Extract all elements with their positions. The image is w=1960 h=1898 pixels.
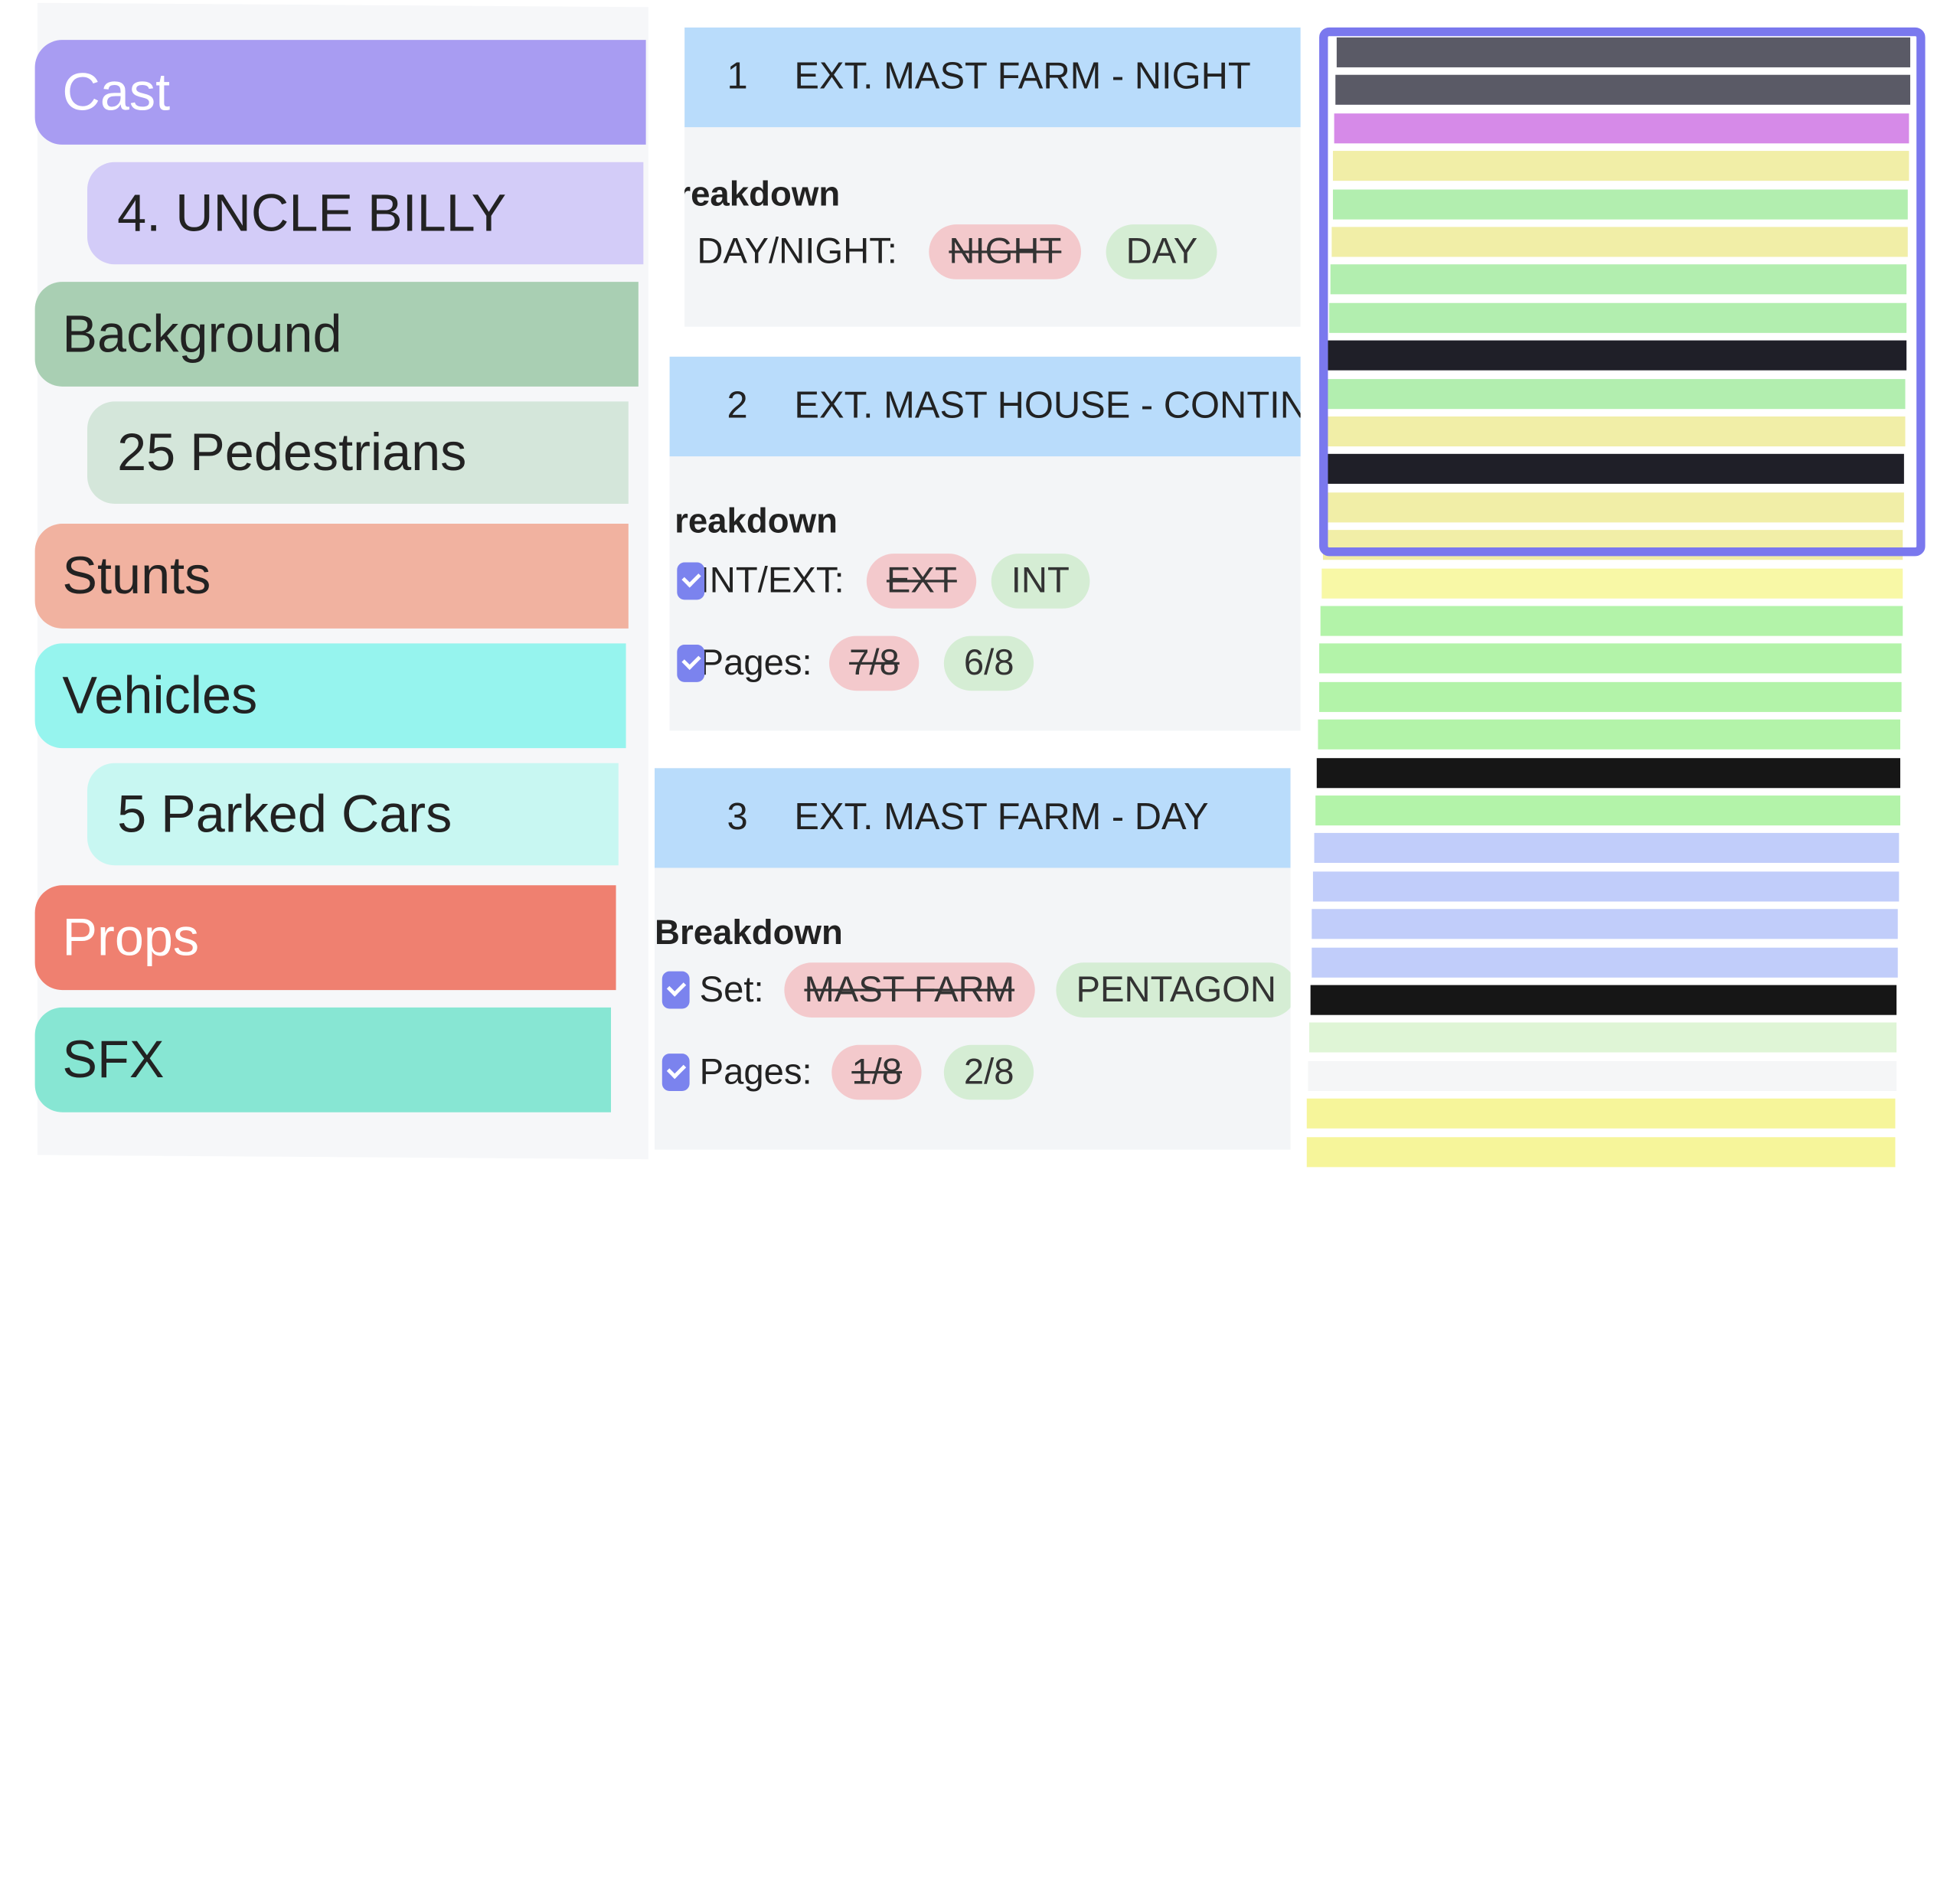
new-value-pill: INT — [991, 554, 1089, 609]
category-background[interactable]: Background — [34, 282, 639, 387]
category-sfx[interactable]: SFX — [34, 1007, 612, 1112]
scene-header[interactable]: 1 EXT. MAST FARM - NIGHT — [684, 27, 1301, 128]
category-item-uncle-billy[interactable]: 4. UNCLE BILLY — [87, 162, 644, 265]
change-row: Pages: 7/8 6/8 — [677, 635, 1034, 691]
new-value-pill: PENTAGON — [1056, 962, 1291, 1018]
category-stunts[interactable]: Stunts — [34, 524, 629, 629]
scene-title: EXT. MAST HOUSE - CONTIN — [794, 385, 1301, 426]
new-value-pill: DAY — [1106, 224, 1218, 279]
schedule-strip[interactable] — [1321, 567, 1903, 599]
schedule-strip[interactable] — [1336, 37, 1911, 67]
category-label: Background — [62, 304, 342, 363]
checkbox-icon[interactable] — [677, 644, 705, 682]
category-label: Vehicles — [62, 665, 258, 725]
category-vehicles[interactable]: Vehicles — [34, 643, 626, 749]
schedule-strip[interactable] — [1324, 492, 1904, 523]
change-label: INT/EXT: — [699, 560, 844, 601]
checkbox-icon[interactable] — [662, 971, 690, 1009]
new-value-pill: 2/8 — [943, 1044, 1034, 1100]
scene-card[interactable]: 1 EXT. MAST FARM - NIGHT reakdown DAY/NI… — [684, 27, 1301, 327]
change-row: Pages: 1/8 2/8 — [662, 1044, 1034, 1100]
category-cast[interactable]: Cast — [34, 40, 646, 145]
category-item-pedestrians[interactable]: 25 Pedestrians — [87, 401, 629, 504]
selected-strips-frame[interactable] — [1319, 27, 1926, 557]
schedule-strip[interactable] — [1316, 757, 1900, 788]
schedule-strip[interactable] — [1331, 227, 1908, 257]
schedule-strip[interactable] — [1330, 264, 1907, 295]
breakdown-title: reakdown — [675, 501, 838, 541]
scene-card[interactable]: 3 EXT. MAST FARM - DAY Breakdown Set: MA… — [655, 768, 1291, 1150]
schedule-strip[interactable] — [1308, 1023, 1896, 1054]
change-label: Pages: — [699, 1052, 812, 1093]
category-item-parked-cars[interactable]: 5 Parked Cars — [87, 763, 619, 866]
scene-title: EXT. MAST FARM - DAY — [794, 796, 1209, 838]
scene-number: 3 — [727, 796, 748, 838]
schedule-strip[interactable] — [1315, 795, 1900, 826]
scene-header[interactable]: 2 EXT. MAST HOUSE - CONTIN — [669, 356, 1301, 457]
schedule-strip[interactable] — [1335, 75, 1910, 106]
schedule-strip[interactable] — [1313, 871, 1899, 902]
schedule-strip[interactable] — [1332, 188, 1909, 219]
schedule-strip[interactable] — [1326, 416, 1906, 447]
schedule-strip[interactable] — [1319, 643, 1902, 675]
breakdown-title: Breakdown — [655, 913, 843, 952]
schedule-strip[interactable] — [1314, 833, 1900, 864]
category-item-label: 25 Pedestrians — [117, 423, 467, 482]
schedule-strip[interactable] — [1312, 909, 1899, 939]
scene-header[interactable]: 3 EXT. MAST FARM - DAY — [655, 768, 1291, 868]
schedule-strip[interactable] — [1327, 378, 1906, 409]
scene-number: 1 — [727, 56, 748, 98]
schedule-strip[interactable] — [1328, 340, 1906, 371]
scene-card[interactable]: 2 EXT. MAST HOUSE - CONTIN reakdown INT/… — [669, 356, 1301, 731]
schedule-strip[interactable] — [1308, 1060, 1896, 1091]
category-label: SFX — [62, 1030, 165, 1089]
category-label: Props — [62, 907, 200, 967]
schedule-strip[interactable] — [1318, 681, 1902, 712]
category-label: Stunts — [62, 546, 211, 605]
scene-breakdown-panel: 1 EXT. MAST FARM - NIGHT reakdown DAY/NI… — [652, 7, 1301, 1158]
old-value-pill: NIGHT — [929, 224, 1082, 279]
change-row: INT/EXT: EXT INT — [677, 554, 1089, 609]
schedule-strip[interactable] — [1334, 113, 1909, 143]
change-label: Set: — [699, 970, 764, 1011]
schedule-strip[interactable] — [1321, 606, 1903, 636]
change-label: Pages: — [699, 643, 812, 684]
change-label: DAY/NIGHT: — [697, 231, 897, 273]
old-value-pill: 1/8 — [831, 1044, 923, 1100]
new-value-pill: 6/8 — [943, 635, 1034, 691]
change-row: DAY/NIGHT: NIGHT DAY — [697, 224, 1218, 279]
schedule-strip[interactable] — [1306, 1136, 1896, 1167]
schedule-strip[interactable] — [1325, 454, 1905, 485]
checkbox-icon[interactable] — [662, 1054, 690, 1092]
schedule-strip[interactable] — [1311, 947, 1898, 978]
schedule-strip[interactable] — [1329, 302, 1907, 333]
schedule-strip[interactable] — [1333, 151, 1909, 181]
schedule-strip[interactable] — [1307, 1099, 1896, 1129]
old-value-pill: EXT — [866, 554, 977, 609]
schedule-strip[interactable] — [1317, 720, 1901, 750]
checkbox-icon[interactable] — [677, 562, 705, 600]
category-item-label: 4. UNCLE BILLY — [117, 183, 507, 242]
stripboard-panel — [1297, 22, 1933, 1167]
category-label: Cast — [62, 62, 171, 121]
scene-title: EXT. MAST FARM - NIGHT — [794, 56, 1251, 98]
old-value-pill: MAST FARM — [784, 962, 1035, 1018]
old-value-pill: 7/8 — [829, 635, 920, 691]
scene-number: 2 — [727, 385, 748, 426]
breakdown-title: reakdown — [684, 175, 841, 214]
change-row: Set: MAST FARM PENTAGON — [662, 962, 1291, 1018]
category-props[interactable]: Props — [34, 885, 616, 991]
category-item-label: 5 Parked Cars — [117, 784, 452, 843]
schedule-strip[interactable] — [1310, 985, 1897, 1015]
